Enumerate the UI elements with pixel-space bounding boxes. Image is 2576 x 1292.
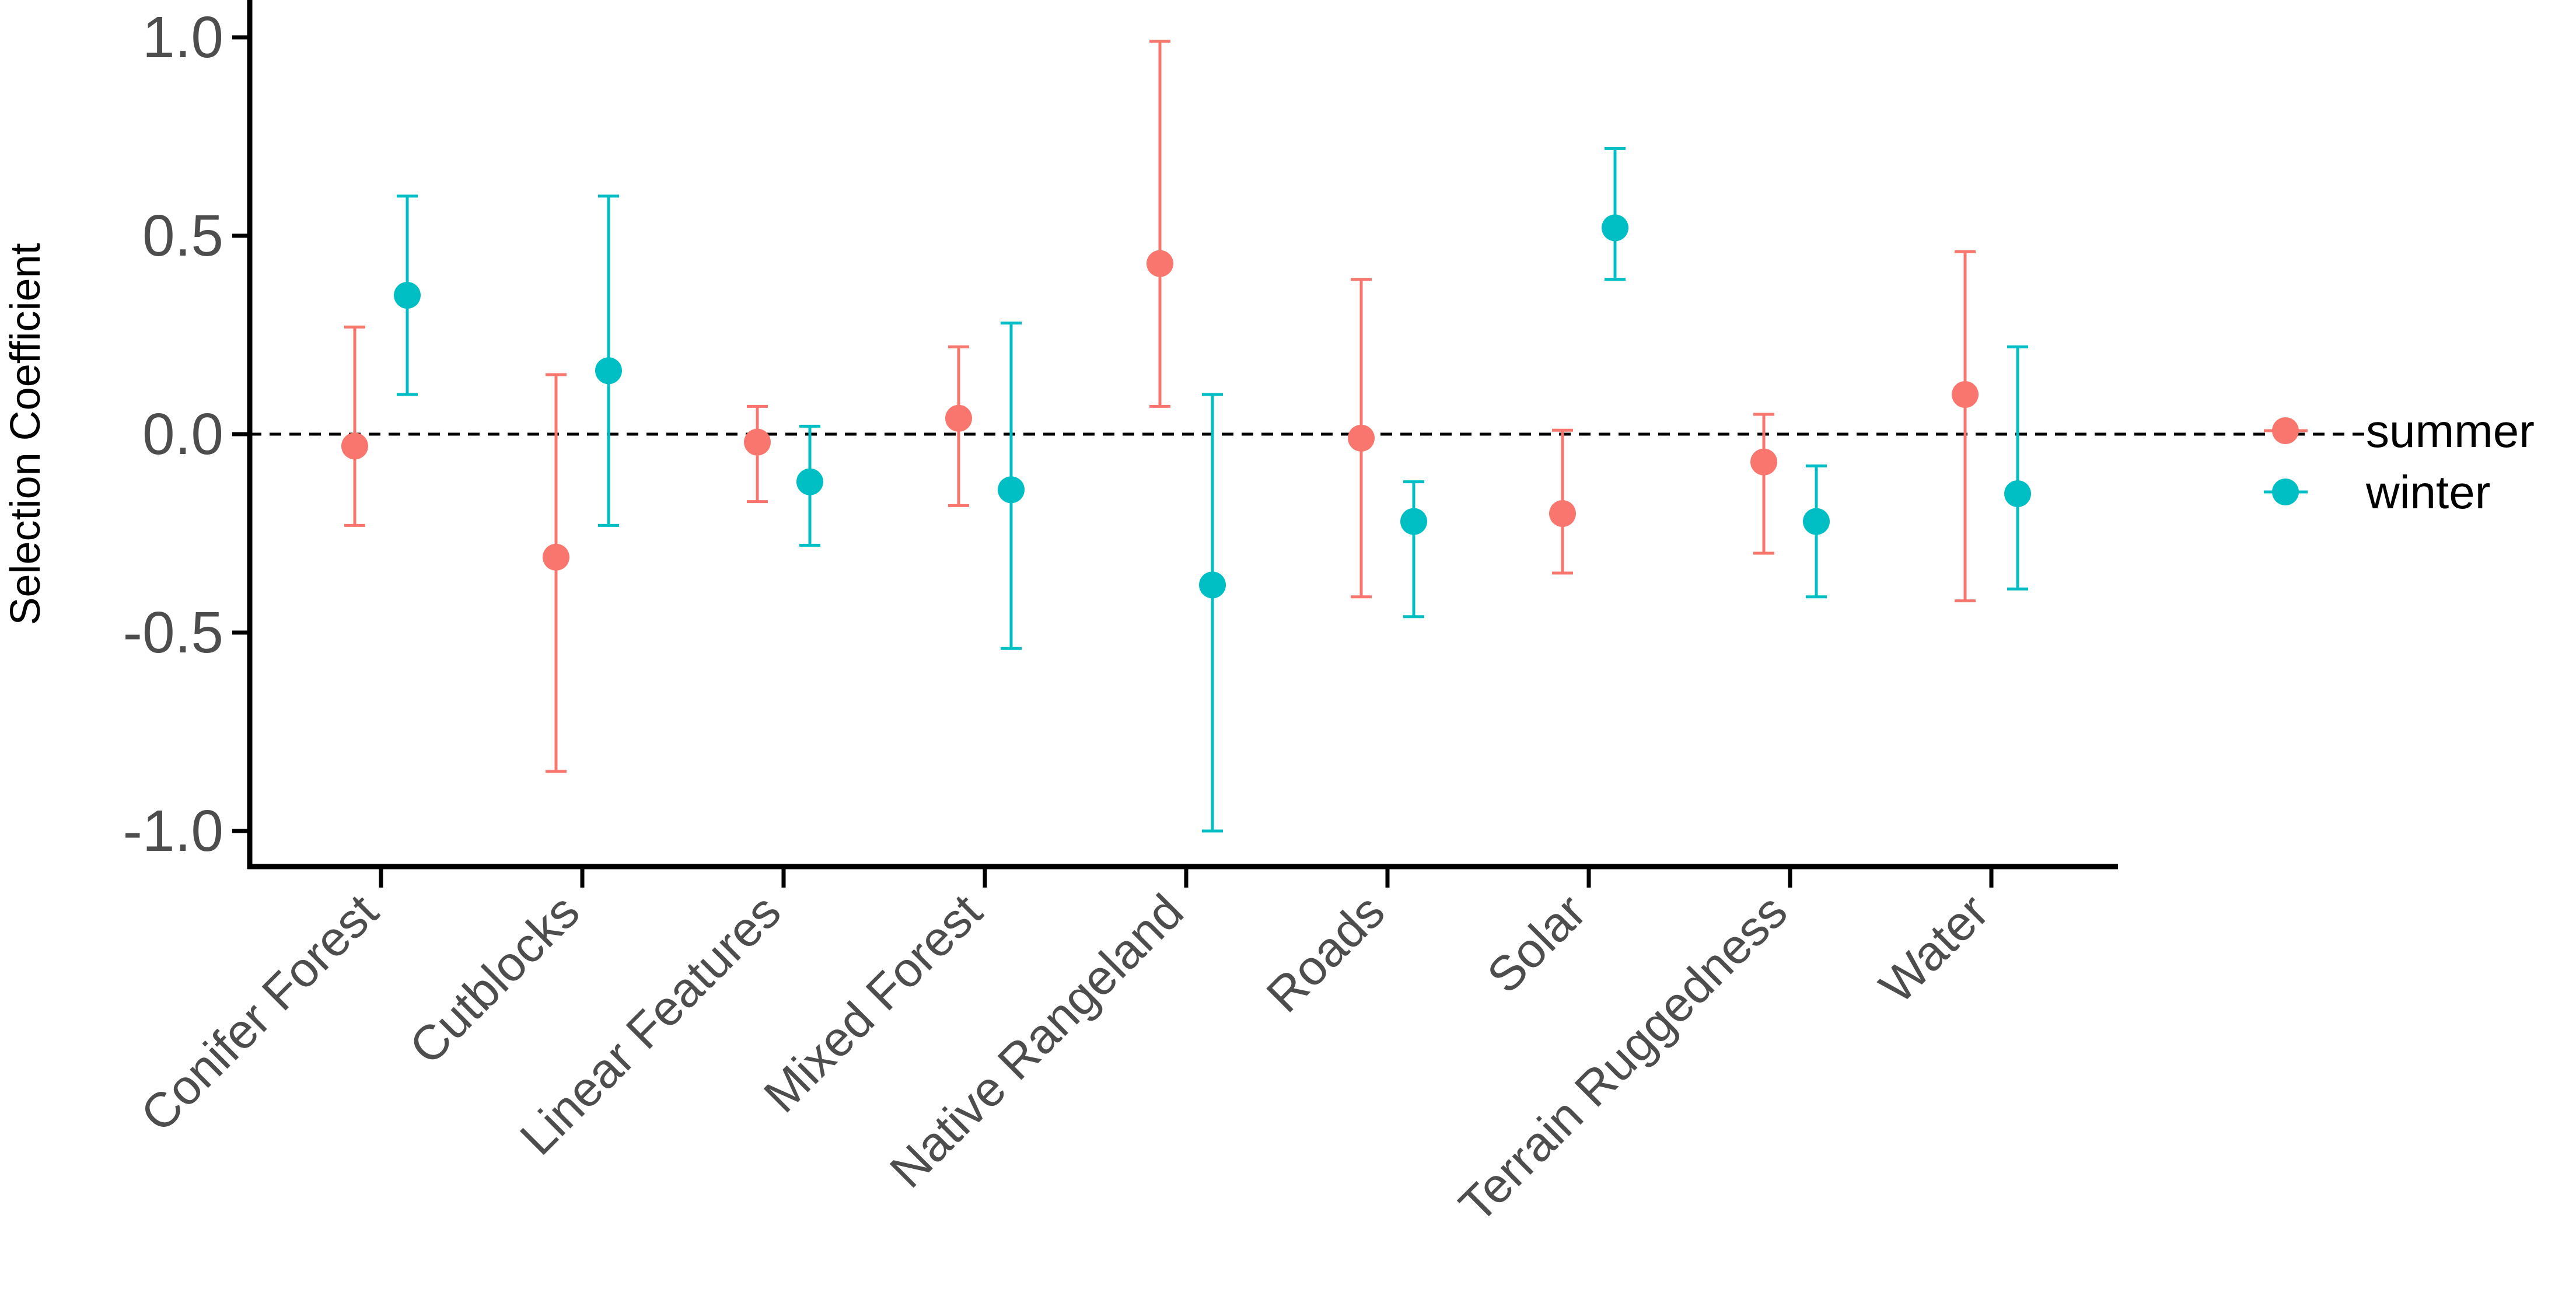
data-point-winter (394, 282, 421, 309)
legend-key-point (2272, 479, 2299, 505)
y-tick-label: -0.5 (123, 600, 223, 665)
legend-label: winter (2365, 466, 2490, 518)
y-axis-title: Selection Coefficient (2, 243, 49, 625)
data-point-winter (2004, 480, 2031, 507)
axes: 1.0 0.5 0.0 -0.5 -1.0 Conifer Forest Cutblocks… (2, 0, 2118, 1232)
data-point-summer (543, 543, 569, 571)
data-point-winter (595, 357, 622, 385)
legend-item-winter: winter (2264, 466, 2490, 518)
data-point-winter (1803, 508, 1830, 535)
series-winter (394, 146, 2031, 833)
y-tick-label: -1.0 (123, 798, 223, 864)
x-tick-label: Conifer Forest (130, 884, 389, 1142)
data-point-summer (744, 428, 771, 456)
data-point-summer (341, 432, 368, 460)
data-point-summer (1952, 381, 1979, 408)
legend-label: summer (2366, 405, 2535, 457)
data-point-summer (1549, 500, 1576, 527)
x-tick-label: Roads (1256, 884, 1395, 1022)
data-point-winter (1602, 214, 1628, 242)
data-point-summer (1750, 448, 1777, 476)
x-tick-label: Cutblocks (399, 884, 589, 1074)
data-point-summer (1147, 250, 1173, 277)
plot-area (250, 40, 2369, 833)
y-tick-label: 0.0 (142, 401, 223, 467)
x-tick-label: Water (1869, 884, 1999, 1014)
data-point-summer (945, 404, 972, 432)
data-point-winter (998, 476, 1025, 504)
x-tick-label: Solar (1477, 884, 1596, 1003)
y-tick-label: 1.0 (142, 5, 223, 70)
x-tick-label: Terrain Ruggedness (1449, 884, 1798, 1232)
series-summer (341, 40, 1979, 773)
legend-item-summer: summer (2264, 405, 2535, 457)
data-point-winter (796, 468, 823, 495)
legend-key-point (2272, 417, 2299, 444)
data-point-winter (1400, 508, 1427, 535)
data-point-winter (1199, 571, 1226, 599)
legend: summer winter (2264, 405, 2535, 518)
data-point-summer (1348, 424, 1375, 452)
y-tick-label: 0.5 (142, 203, 223, 268)
